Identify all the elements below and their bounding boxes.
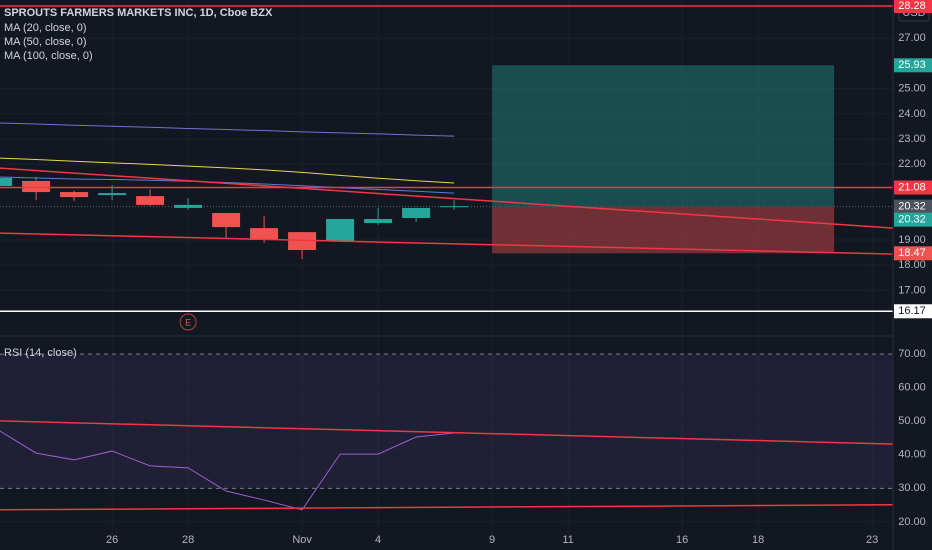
x-tick-label: 28 xyxy=(182,534,194,546)
candle-body xyxy=(288,232,317,251)
candle-body xyxy=(250,228,279,240)
trend-line xyxy=(0,232,894,255)
candle-body xyxy=(212,212,241,228)
x-tick-label: 16 xyxy=(676,534,688,546)
candle-body xyxy=(326,219,355,241)
candle-body xyxy=(60,192,89,198)
moving-average xyxy=(0,176,455,194)
y-tick-label: 70.00 xyxy=(898,348,926,360)
x-tick-label: Nov xyxy=(292,534,312,546)
candle-body xyxy=(22,180,51,193)
rsi-legend: RSI (14, close) xyxy=(4,347,77,359)
last-price-label: 20.32 xyxy=(898,201,926,213)
y-tick-label: 17.00 xyxy=(898,284,926,296)
candle-body xyxy=(98,193,127,196)
level-label: 16.17 xyxy=(898,305,926,317)
rsi-line xyxy=(0,430,455,511)
level-label-box xyxy=(894,180,932,195)
target-label-box xyxy=(894,58,932,73)
candle-body xyxy=(174,204,203,208)
moving-average xyxy=(0,122,455,137)
y-tick-label: 60.00 xyxy=(898,382,926,394)
x-tick-label: 23 xyxy=(866,534,878,546)
x-tick-label: 9 xyxy=(489,534,495,546)
y-tick-label: 40.00 xyxy=(898,449,926,461)
x-tick-label: 4 xyxy=(375,534,381,546)
level-label: 28.28 xyxy=(898,0,926,12)
y-tick-label: 27.00 xyxy=(898,32,926,44)
event-marker xyxy=(179,313,197,331)
entry-label-box xyxy=(894,212,932,227)
y-tick-label: 25.00 xyxy=(898,83,926,95)
ma-legend: MA (50, close, 0) xyxy=(4,36,87,48)
y-tick-label: 30.00 xyxy=(898,482,926,494)
level-label-box xyxy=(894,0,932,14)
y-tick-label: 20.00 xyxy=(898,516,926,528)
trend-line xyxy=(0,420,894,445)
candle-body xyxy=(136,196,165,205)
ma-legend: MA (100, close, 0) xyxy=(4,50,93,62)
stop-label-box xyxy=(894,246,932,261)
y-tick-label: 24.00 xyxy=(898,108,926,120)
level-label-box xyxy=(894,304,932,319)
level-label: 21.08 xyxy=(898,181,926,193)
candle-body xyxy=(402,207,431,219)
trend-line xyxy=(0,504,894,511)
stop-label: 18.47 xyxy=(898,247,926,259)
entry-label: 20.32 xyxy=(898,214,926,226)
x-tick-label: 26 xyxy=(106,534,118,546)
symbol-title: SPROUTS FARMERS MARKETS INC, 1D, Cboe BZ… xyxy=(4,7,273,19)
y-tick-label: 19.00 xyxy=(898,234,926,246)
plot-layer: E xyxy=(0,5,894,511)
x-tick-label: 18 xyxy=(752,534,764,546)
target-label: 25.93 xyxy=(898,59,926,71)
trend-line xyxy=(0,167,894,229)
y-tick-label: 18.00 xyxy=(898,259,926,271)
y-tick-label: 23.00 xyxy=(898,133,926,145)
event-label: E xyxy=(185,317,191,327)
candle-body xyxy=(364,219,393,224)
y-tick-label: 22.00 xyxy=(898,158,926,170)
candle-body xyxy=(0,177,13,187)
x-tick-label: 11 xyxy=(562,534,573,546)
profit-zone xyxy=(492,65,835,207)
moving-average xyxy=(0,157,455,184)
y-tick-label: 50.00 xyxy=(898,415,926,427)
candle-body xyxy=(440,206,469,208)
ma-legend: MA (20, close, 0) xyxy=(4,22,87,34)
last-price-label-box xyxy=(894,199,932,214)
